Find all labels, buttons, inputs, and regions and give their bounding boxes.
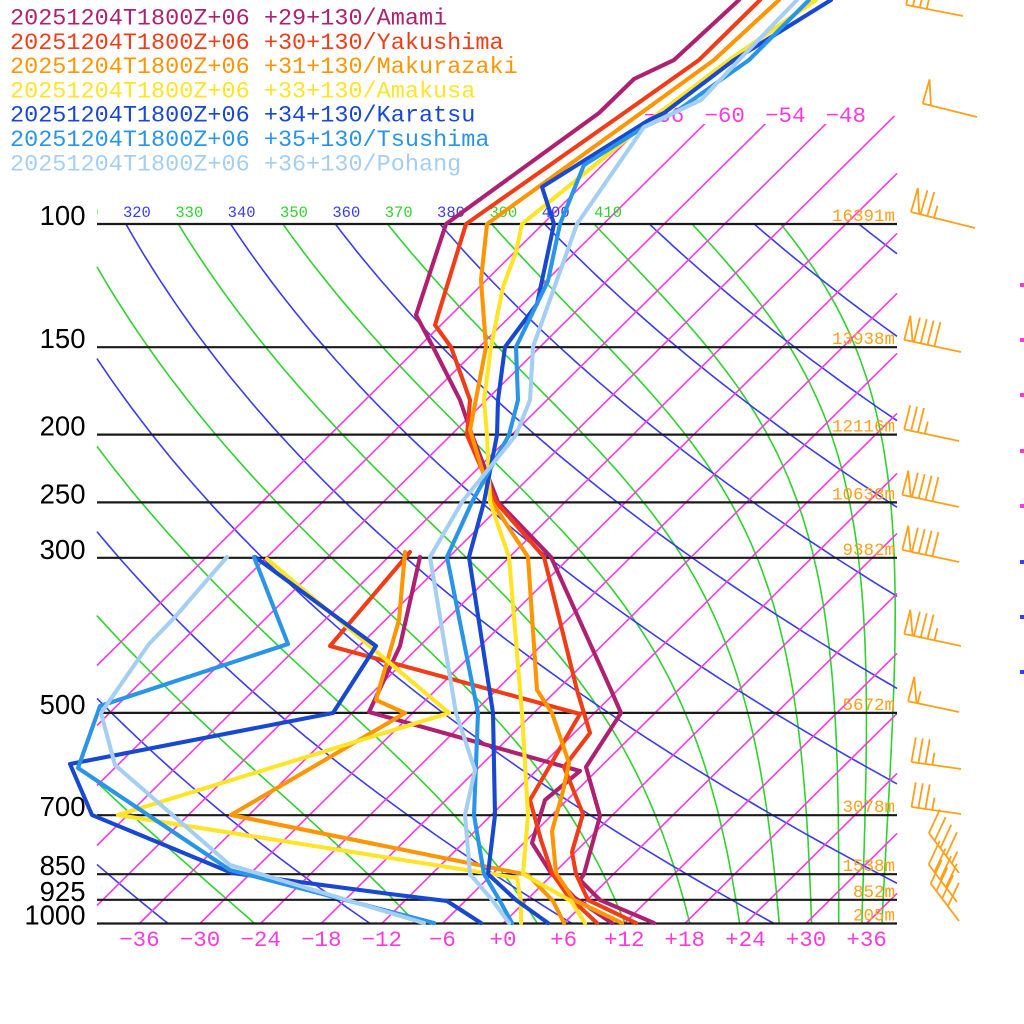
svg-text:−54: −54 xyxy=(765,103,806,129)
svg-text:−48: −48 xyxy=(826,103,867,129)
svg-text:3078m: 3078m xyxy=(842,798,895,818)
svg-text:350: 350 xyxy=(280,204,308,222)
svg-text:+36: +36 xyxy=(846,927,887,953)
svg-text:20251204T1800Z+06 +31+130/Maku: 20251204T1800Z+06 +31+130/Makurazaki xyxy=(10,54,518,81)
svg-text:13938m: 13938m xyxy=(832,330,895,350)
svg-text:−6: −6 xyxy=(429,927,456,953)
svg-text:100: 100 xyxy=(40,200,86,231)
svg-text:+24: +24 xyxy=(725,927,766,953)
svg-text:20251204T1800Z+06 +33+130/Amak: 20251204T1800Z+06 +33+130/Amakusa xyxy=(10,78,475,105)
svg-text:−12: −12 xyxy=(362,927,403,953)
svg-text:−24: −24 xyxy=(240,927,281,953)
svg-text:852m: 852m xyxy=(853,883,895,903)
svg-text:150: 150 xyxy=(40,323,86,354)
svg-text:1000: 1000 xyxy=(24,900,85,931)
svg-text:500: 500 xyxy=(40,689,86,720)
svg-text:10638m: 10638m xyxy=(832,485,895,505)
svg-text:1538m: 1538m xyxy=(842,857,895,877)
svg-text:200: 200 xyxy=(40,411,86,442)
svg-text:12116m: 12116m xyxy=(832,418,895,438)
svg-text:925: 925 xyxy=(40,876,86,907)
svg-text:340: 340 xyxy=(228,204,256,222)
svg-text:700: 700 xyxy=(40,791,86,822)
svg-text:250: 250 xyxy=(40,478,86,509)
svg-text:+30: +30 xyxy=(786,927,827,953)
svg-text:−30: −30 xyxy=(180,927,221,953)
svg-text:370: 370 xyxy=(385,204,413,222)
svg-text:850: 850 xyxy=(40,850,86,881)
svg-text:310: 310 xyxy=(71,204,99,222)
svg-text:20251204T1800Z+06 +29+130/Amam: 20251204T1800Z+06 +29+130/Amami xyxy=(10,6,447,33)
svg-text:20251204T1800Z+06 +36+130/Poha: 20251204T1800Z+06 +36+130/Pohang xyxy=(10,151,461,178)
svg-text:+18: +18 xyxy=(665,927,706,953)
svg-text:−60: −60 xyxy=(704,103,745,129)
svg-text:+6: +6 xyxy=(550,927,577,953)
svg-text:20251204T1800Z+06 +35+130/Tsus: 20251204T1800Z+06 +35+130/Tsushima xyxy=(10,127,489,154)
svg-text:−36: −36 xyxy=(119,927,160,953)
svg-text:205m: 205m xyxy=(853,907,895,927)
svg-text:20251204T1800Z+06 +34+130/Kara: 20251204T1800Z+06 +34+130/Karatsu xyxy=(10,103,475,130)
svg-text:360: 360 xyxy=(332,204,360,222)
svg-text:+0: +0 xyxy=(489,927,516,953)
svg-text:300: 300 xyxy=(40,534,86,565)
svg-text:330: 330 xyxy=(175,204,203,222)
svg-text:320: 320 xyxy=(123,204,151,222)
svg-text:16391m: 16391m xyxy=(832,207,895,227)
svg-text:20251204T1800Z+06 +30+130/Yaku: 20251204T1800Z+06 +30+130/Yakushima xyxy=(10,30,504,57)
svg-text:410: 410 xyxy=(594,204,622,222)
svg-text:+12: +12 xyxy=(604,927,645,953)
svg-text:9382m: 9382m xyxy=(842,541,895,561)
svg-text:5672m: 5672m xyxy=(842,696,895,716)
svg-text:−18: −18 xyxy=(301,927,342,953)
